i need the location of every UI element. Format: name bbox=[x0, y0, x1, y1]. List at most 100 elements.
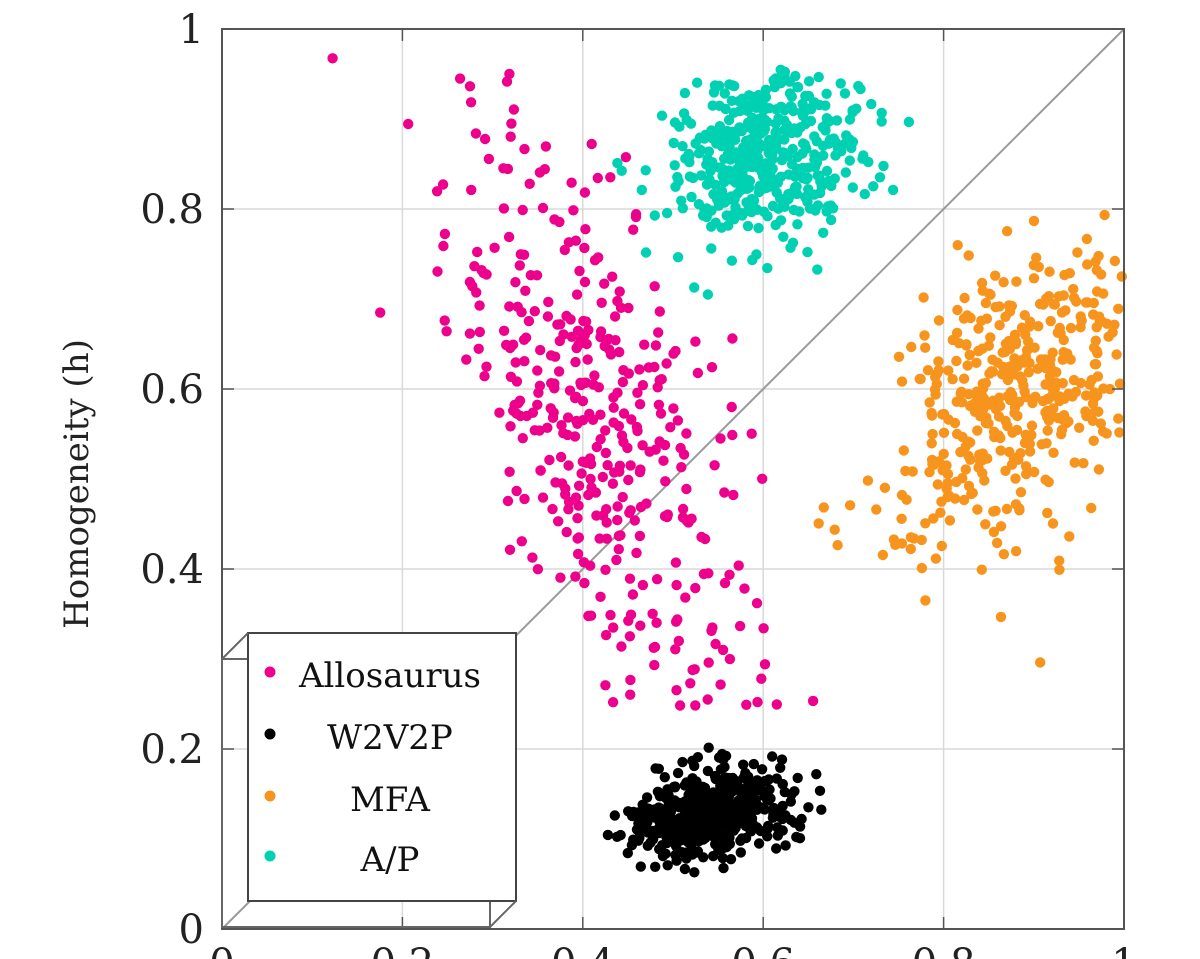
data-point bbox=[616, 165, 627, 176]
data-point bbox=[759, 659, 771, 670]
data-point bbox=[920, 518, 931, 529]
data-point bbox=[624, 631, 636, 642]
data-point bbox=[1010, 499, 1022, 510]
data-point bbox=[626, 810, 638, 822]
data-point bbox=[978, 393, 990, 404]
data-point bbox=[600, 564, 611, 575]
data-point bbox=[717, 852, 728, 864]
data-point bbox=[727, 333, 738, 344]
data-point bbox=[814, 187, 826, 199]
data-point bbox=[563, 504, 574, 515]
data-point bbox=[753, 838, 765, 849]
data-point bbox=[1113, 413, 1124, 424]
data-point bbox=[994, 320, 1005, 331]
data-point bbox=[514, 260, 525, 271]
data-point bbox=[677, 141, 688, 152]
data-point bbox=[1084, 379, 1095, 390]
data-point bbox=[951, 355, 962, 367]
data-point bbox=[639, 339, 650, 350]
data-point bbox=[656, 110, 668, 121]
data-point bbox=[1089, 406, 1101, 417]
data-point bbox=[540, 141, 552, 152]
data-point bbox=[572, 325, 584, 336]
data-point bbox=[690, 700, 701, 711]
data-point bbox=[431, 186, 443, 197]
data-point bbox=[762, 175, 774, 186]
data-point bbox=[626, 414, 637, 425]
data-point bbox=[772, 174, 783, 186]
data-point bbox=[1003, 300, 1015, 311]
data-point bbox=[464, 328, 476, 339]
data-point bbox=[980, 519, 991, 530]
data-point bbox=[1033, 321, 1044, 332]
data-point bbox=[767, 751, 778, 762]
data-point bbox=[587, 414, 599, 425]
data-point bbox=[504, 544, 516, 555]
data-point bbox=[779, 201, 790, 212]
data-point bbox=[924, 466, 935, 478]
data-point bbox=[735, 185, 746, 196]
data-point bbox=[723, 114, 735, 126]
data-point bbox=[641, 498, 652, 509]
data-point bbox=[489, 242, 500, 253]
data-point bbox=[792, 127, 803, 138]
data-point bbox=[566, 177, 577, 188]
data-point bbox=[631, 824, 643, 835]
data-point bbox=[1042, 425, 1053, 436]
data-point bbox=[532, 365, 543, 376]
data-point bbox=[825, 214, 837, 226]
data-point bbox=[1041, 438, 1052, 449]
data-point bbox=[840, 167, 851, 178]
data-point bbox=[707, 827, 718, 838]
data-point bbox=[770, 806, 782, 817]
data-point bbox=[572, 548, 584, 560]
data-point bbox=[1093, 464, 1105, 475]
data-point bbox=[524, 178, 535, 189]
data-point bbox=[1111, 349, 1122, 360]
data-point bbox=[571, 289, 583, 300]
data-point bbox=[740, 796, 751, 808]
data-point bbox=[473, 343, 484, 354]
data-point bbox=[498, 163, 509, 174]
data-point bbox=[995, 521, 1007, 532]
legend-marker bbox=[264, 666, 276, 678]
data-point bbox=[573, 500, 584, 511]
data-point bbox=[637, 380, 649, 391]
data-point bbox=[951, 327, 963, 339]
data-point bbox=[995, 611, 1007, 623]
axis-ticks: 0 0.2 0.4 0.6 0.8 1 0 0.2 0.4 0.6 0.8 1 bbox=[140, 7, 1136, 959]
y-tick-label: 1 bbox=[179, 7, 204, 53]
data-point bbox=[744, 175, 756, 187]
data-point bbox=[670, 557, 682, 568]
data-point bbox=[1038, 298, 1049, 309]
data-point bbox=[747, 254, 758, 266]
data-point bbox=[799, 139, 810, 150]
data-point bbox=[829, 524, 840, 535]
data-point bbox=[657, 840, 668, 851]
data-point bbox=[715, 193, 727, 204]
data-point bbox=[655, 408, 667, 419]
data-point bbox=[605, 609, 616, 621]
data-point bbox=[773, 113, 784, 124]
data-point bbox=[579, 276, 591, 288]
data-point bbox=[677, 823, 688, 834]
data-point bbox=[962, 360, 973, 371]
data-point bbox=[914, 373, 925, 385]
data-point bbox=[1047, 518, 1059, 529]
data-point bbox=[1109, 255, 1121, 267]
data-point bbox=[708, 189, 719, 200]
data-point bbox=[748, 144, 759, 155]
data-point bbox=[585, 610, 597, 621]
data-point bbox=[498, 325, 510, 336]
data-point bbox=[668, 820, 679, 831]
data-point bbox=[680, 796, 691, 807]
data-point bbox=[714, 100, 725, 112]
data-point bbox=[928, 513, 939, 524]
data-point bbox=[1054, 555, 1065, 566]
data-point bbox=[930, 389, 941, 400]
data-point bbox=[792, 219, 803, 230]
data-point bbox=[857, 153, 868, 164]
data-point bbox=[706, 125, 717, 136]
data-point bbox=[672, 252, 684, 263]
data-point bbox=[980, 297, 992, 309]
